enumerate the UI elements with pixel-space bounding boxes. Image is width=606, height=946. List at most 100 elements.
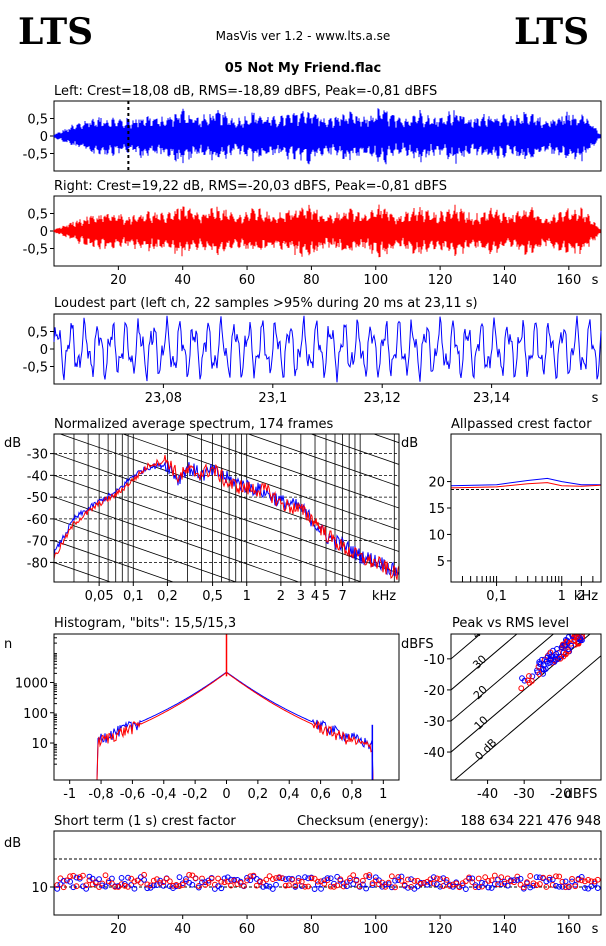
short-term-point [543,884,550,890]
peak-rms-point [536,671,543,678]
short-term-point [318,885,324,892]
short-term-point [469,879,476,886]
peak-rms-point [548,653,554,660]
short-term-point [195,884,202,891]
short-term-point [67,878,73,885]
crest-x-tick-label: 2 [577,589,585,604]
short-term-point [228,882,234,889]
spectrum-title: Normalized average spectrum, 174 frames [54,417,333,432]
spectrum-slope-line [54,258,399,378]
short-term-point [240,882,247,889]
spectrum-slope-line [54,301,399,421]
short-term-point [202,879,209,886]
short-term-point [314,881,321,888]
short-term-point [353,877,360,884]
short-term-point [99,880,106,887]
loudest-x-tick-label: 23,14 [473,391,510,406]
short-term-point [549,876,556,883]
short-term-point [421,880,427,886]
peak-rms-ylabel: dBFS [401,637,434,652]
histogram-x-tick-label: 1 [379,787,387,802]
spectrum-x-tick-label: 0,5 [202,589,223,604]
short-term-point [594,876,601,883]
short-term-point [273,881,279,888]
short-term-point [475,875,482,882]
right-waveform-title: Right: Crest=19,22 dB, RMS=-20,03 dBFS, … [54,179,447,194]
short-term-point [57,881,64,888]
short-term-point [228,876,234,883]
short-term-point [269,886,276,892]
logo-right: LTS [514,11,589,53]
spectrum-y-tick-label: -30 [27,448,48,463]
spectrum-plot: -30 -40 -50 -60 -70 -80 0,05 0,1 0,2 0,5 1 2 3 4 5 7 kHz [27,258,400,604]
short-term-point [179,882,186,888]
short-term-point [443,876,450,883]
short-term-point [498,874,505,881]
peak-rms-point [565,634,572,640]
short-term-point [450,883,456,890]
short-term-point [211,886,218,892]
short-term-point [569,875,575,882]
peak-rms-point [562,651,569,658]
peak-rms-point [554,645,560,652]
spectrum-x-tick-label: 1 [243,589,251,604]
short-term-point [189,881,196,888]
short-term-y-tick-label: 10 [31,881,48,896]
right-waveform-x-tick-label: 60 [239,273,256,288]
short-term-point [128,882,135,888]
short-term-point [141,876,147,883]
short-term-x-unit: s [592,922,599,937]
histogram-x-tick-label: -0,6 [120,787,145,802]
short-term-point [237,880,244,886]
short-term-point [434,875,440,882]
spectrum-y-tick-label: -50 [27,491,48,506]
short-term-point [173,882,180,888]
short-term-point [395,877,402,884]
spectrum-right-series [53,454,400,580]
short-term-point [392,877,398,884]
left-waveform-signal [53,108,601,165]
short-term-point [372,877,379,884]
right-waveform-x-tick-label: 100 [363,273,388,288]
histogram-ylabel: n [4,637,12,652]
peak-rms-y-tick-label: -40 [424,746,445,761]
short-term-point [508,878,514,885]
short-term-point [331,883,337,890]
short-term-point [594,885,601,892]
short-term-point [524,879,530,886]
short-term-point [144,885,151,892]
short-term-point [553,873,559,880]
peak-rms-point [547,649,554,656]
histogram-x-tick-label: 0,8 [342,787,363,802]
short-term-point [76,874,83,881]
short-term-x-tick-label: 120 [428,922,453,937]
peak-rms-point [536,659,543,665]
peak-rms-point [567,640,574,647]
histogram-x-tick-label: 0,6 [310,787,331,802]
short-term-point [121,882,128,889]
peak-rms-point [519,675,525,682]
peak-rms-point [565,646,572,653]
short-term-frame [53,830,602,916]
crest-frame [450,433,602,583]
peak-rms-diagonal-label: 0 dB [472,736,499,763]
short-term-point [279,875,286,882]
peak-rms-diagonal [453,655,601,780]
short-term-point [517,875,524,882]
short-term-point [276,874,283,881]
short-term-point [417,880,424,887]
left-waveform-tick-label: 0 [40,130,48,145]
short-term-point [147,882,154,889]
histogram-x-tick-label: -1 [63,787,76,802]
crest-ylabel: dB [401,436,418,451]
short-term-ylabel: dB [4,836,21,851]
peak-rms-y-tick-label: -20 [424,684,445,699]
short-term-point [166,878,173,885]
right-waveform-x-tick-label: 80 [303,273,320,288]
short-term-point [137,879,144,886]
app-title: MasVis ver 1.2 - www.lts.a.se [216,29,391,43]
crest-y-tick-label: 5 [437,555,445,570]
short-term-point [337,876,344,883]
